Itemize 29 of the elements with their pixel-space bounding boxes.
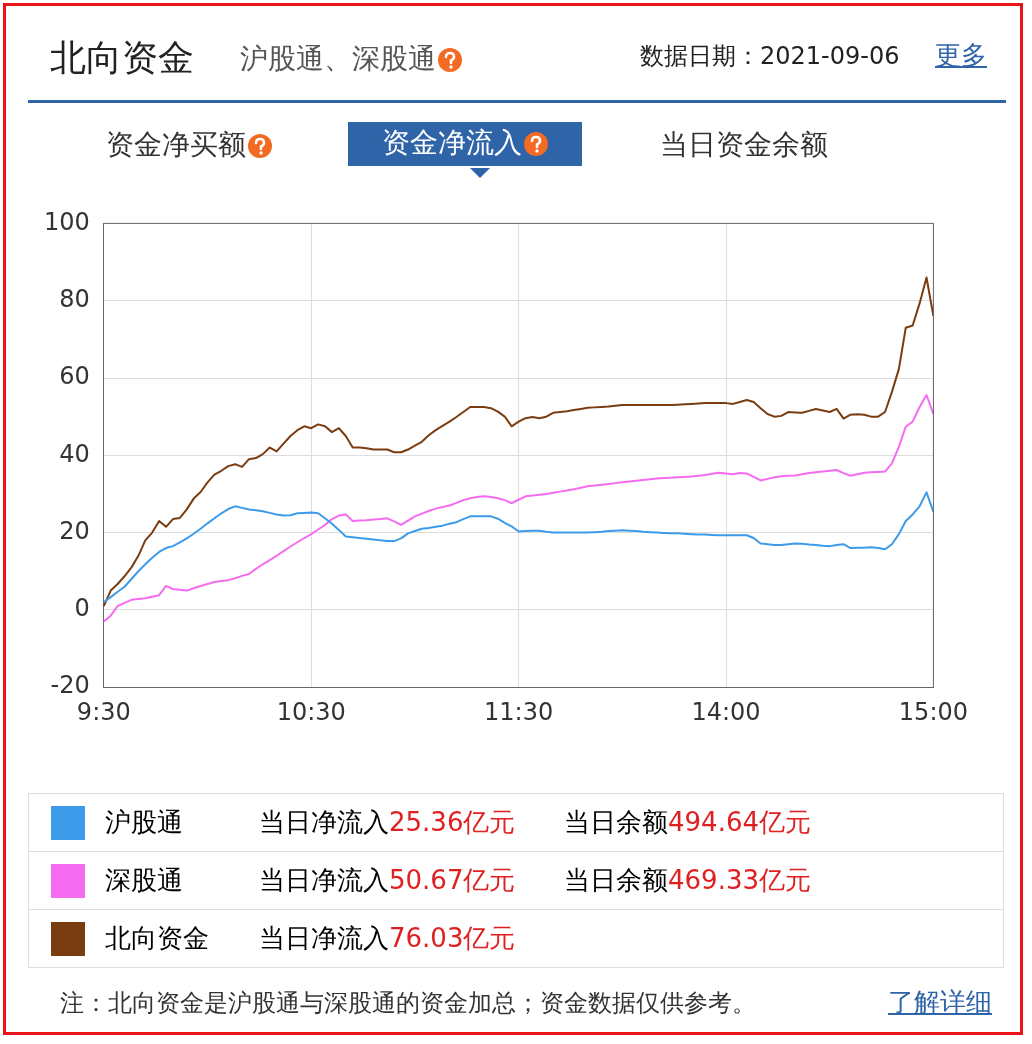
text: 更多 xyxy=(935,39,987,72)
text: 当日余额469.33亿元 xyxy=(564,851,1004,910)
text: 数据日期：2021-09-06 xyxy=(640,41,900,72)
text: 资金净流入 xyxy=(348,122,582,166)
y-tick-label: 60 xyxy=(59,362,90,391)
x-tick-label: 10:30 xyxy=(276,697,346,726)
y-tick-label: 80 xyxy=(59,284,90,313)
y-tick-label: 40 xyxy=(59,439,90,468)
chart-subtitle: 沪股通、深股通 xyxy=(240,41,437,77)
x-tick-label: 15:00 xyxy=(898,697,968,726)
y-tick-label: -20 xyxy=(50,671,90,700)
legend-label: 沪股通 xyxy=(28,793,259,852)
text: 当日资金余额 xyxy=(660,127,828,163)
y-tick-label: 100 xyxy=(44,207,90,236)
text: 注：北向资金是沪股通与深股通的资金加总；资金数据仅供参考。 xyxy=(60,988,756,1019)
text: 当日余额494.64亿元 xyxy=(564,793,1004,852)
text: 资金净买额 xyxy=(106,127,247,163)
y-tick-label: 0 xyxy=(74,594,90,623)
x-tick-label: 14:00 xyxy=(691,697,761,726)
x-tick-label: 9:30 xyxy=(76,697,131,726)
legend-label: 深股通 xyxy=(28,851,259,910)
text: 当日净流入50.67亿元 xyxy=(259,851,564,910)
text: 当日净流入25.36亿元 xyxy=(259,793,564,852)
x-tick-label: 11:30 xyxy=(484,697,554,726)
chart-title: 北向资金 xyxy=(50,36,194,80)
text: 当日净流入76.03亿元 xyxy=(259,909,564,968)
y-tick-label: 20 xyxy=(59,516,90,545)
legend-label: 北向资金 xyxy=(28,909,259,968)
text: 了解详细 xyxy=(888,986,992,1019)
